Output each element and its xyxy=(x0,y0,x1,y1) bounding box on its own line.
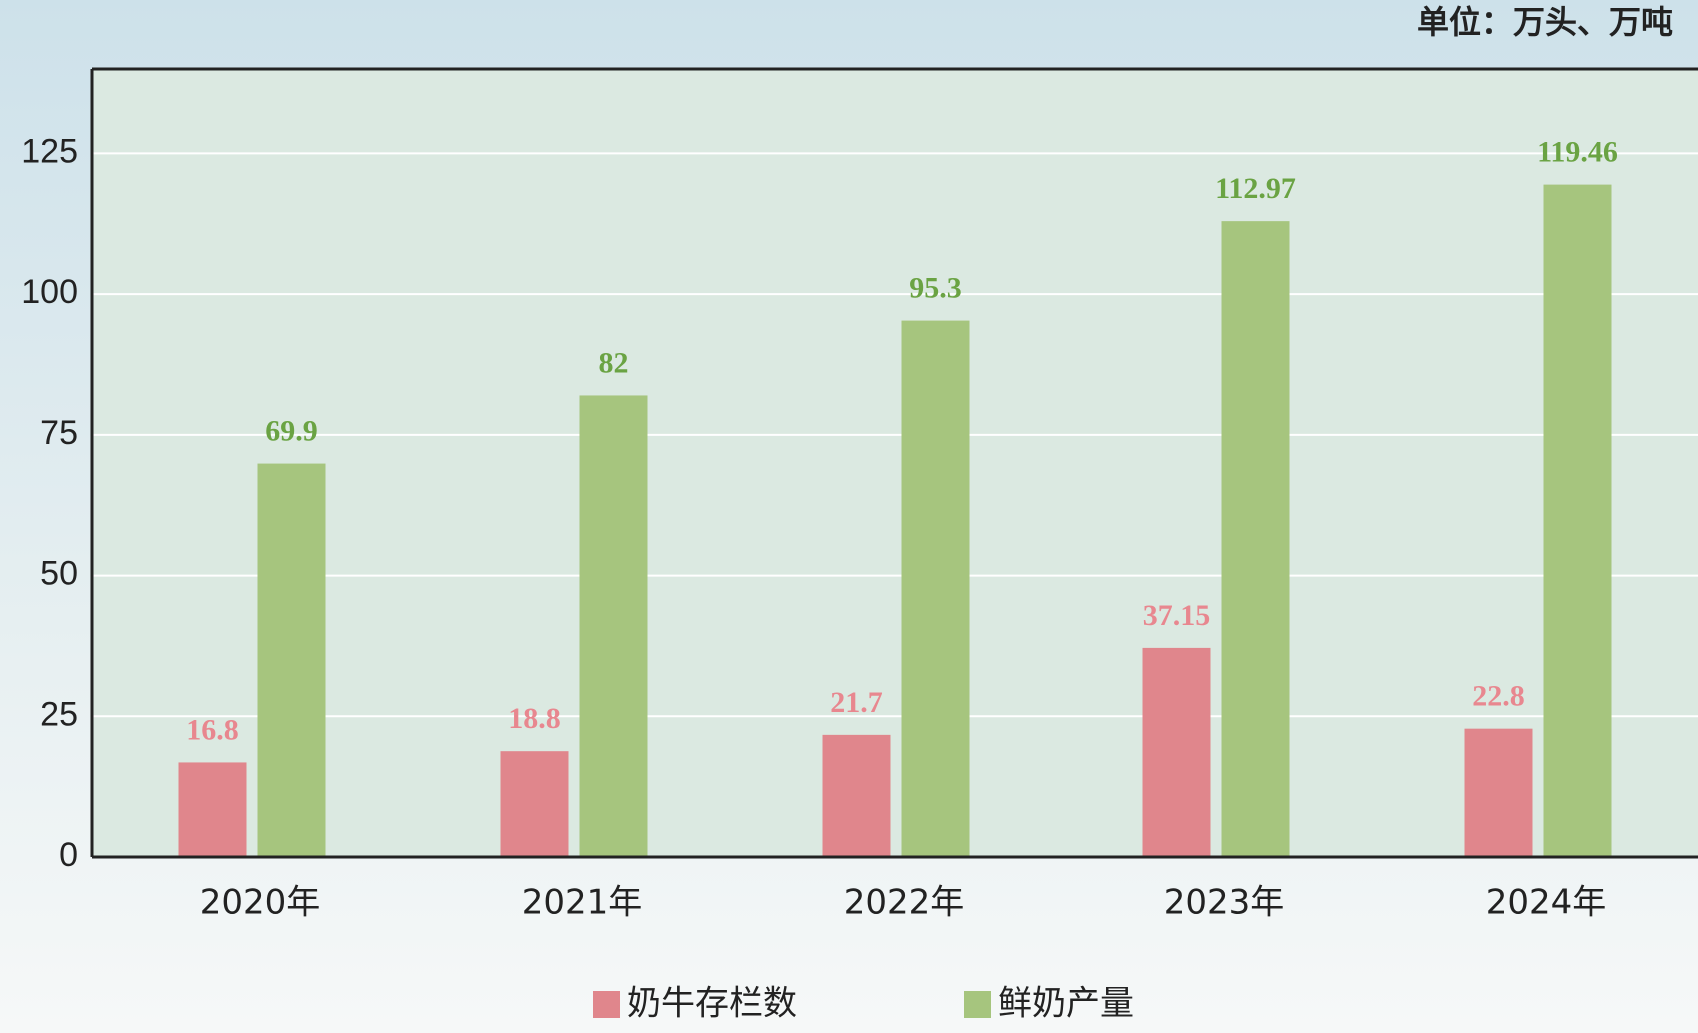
value-label: 112.97 xyxy=(1215,172,1296,205)
x-tick-label: 2020年 xyxy=(200,883,321,923)
plot-area xyxy=(92,69,1698,857)
bar xyxy=(1142,647,1211,857)
value-label: 18.8 xyxy=(508,702,561,735)
y-tick-label: 0 xyxy=(59,836,78,874)
value-label: 22.8 xyxy=(1472,680,1525,713)
y-tick-label: 50 xyxy=(40,555,78,593)
value-label: 37.15 xyxy=(1143,599,1211,632)
bar xyxy=(178,762,247,857)
y-tick-label: 25 xyxy=(40,695,78,733)
bar xyxy=(500,751,569,857)
legend-swatch xyxy=(593,991,620,1018)
bar xyxy=(1464,728,1533,857)
value-label: 16.8 xyxy=(186,713,239,746)
value-label: 119.46 xyxy=(1537,136,1618,169)
bar xyxy=(257,463,326,857)
value-label: 95.3 xyxy=(909,271,962,304)
bar xyxy=(901,320,970,857)
value-label: 82 xyxy=(599,346,629,379)
x-tick-label: 2023年 xyxy=(1164,883,1285,923)
legend-label: 鲜奶产量 xyxy=(998,984,1134,1024)
x-tick-label: 2021年 xyxy=(522,883,643,923)
y-tick-label: 75 xyxy=(40,414,78,452)
y-tick-label: 125 xyxy=(21,132,78,170)
x-tick-label: 2024年 xyxy=(1486,883,1607,923)
legend-label: 奶牛存栏数 xyxy=(627,984,797,1024)
value-label: 69.9 xyxy=(265,414,318,447)
bar xyxy=(822,734,891,857)
value-label: 21.7 xyxy=(830,686,883,719)
bar xyxy=(1543,184,1612,858)
y-tick-label: 100 xyxy=(21,273,78,311)
x-tick-label: 2022年 xyxy=(844,883,965,923)
bar xyxy=(579,395,648,857)
unit-label: 单位：万头、万吨 xyxy=(1417,3,1673,41)
legend-swatch xyxy=(964,991,991,1018)
bar xyxy=(1221,221,1290,858)
